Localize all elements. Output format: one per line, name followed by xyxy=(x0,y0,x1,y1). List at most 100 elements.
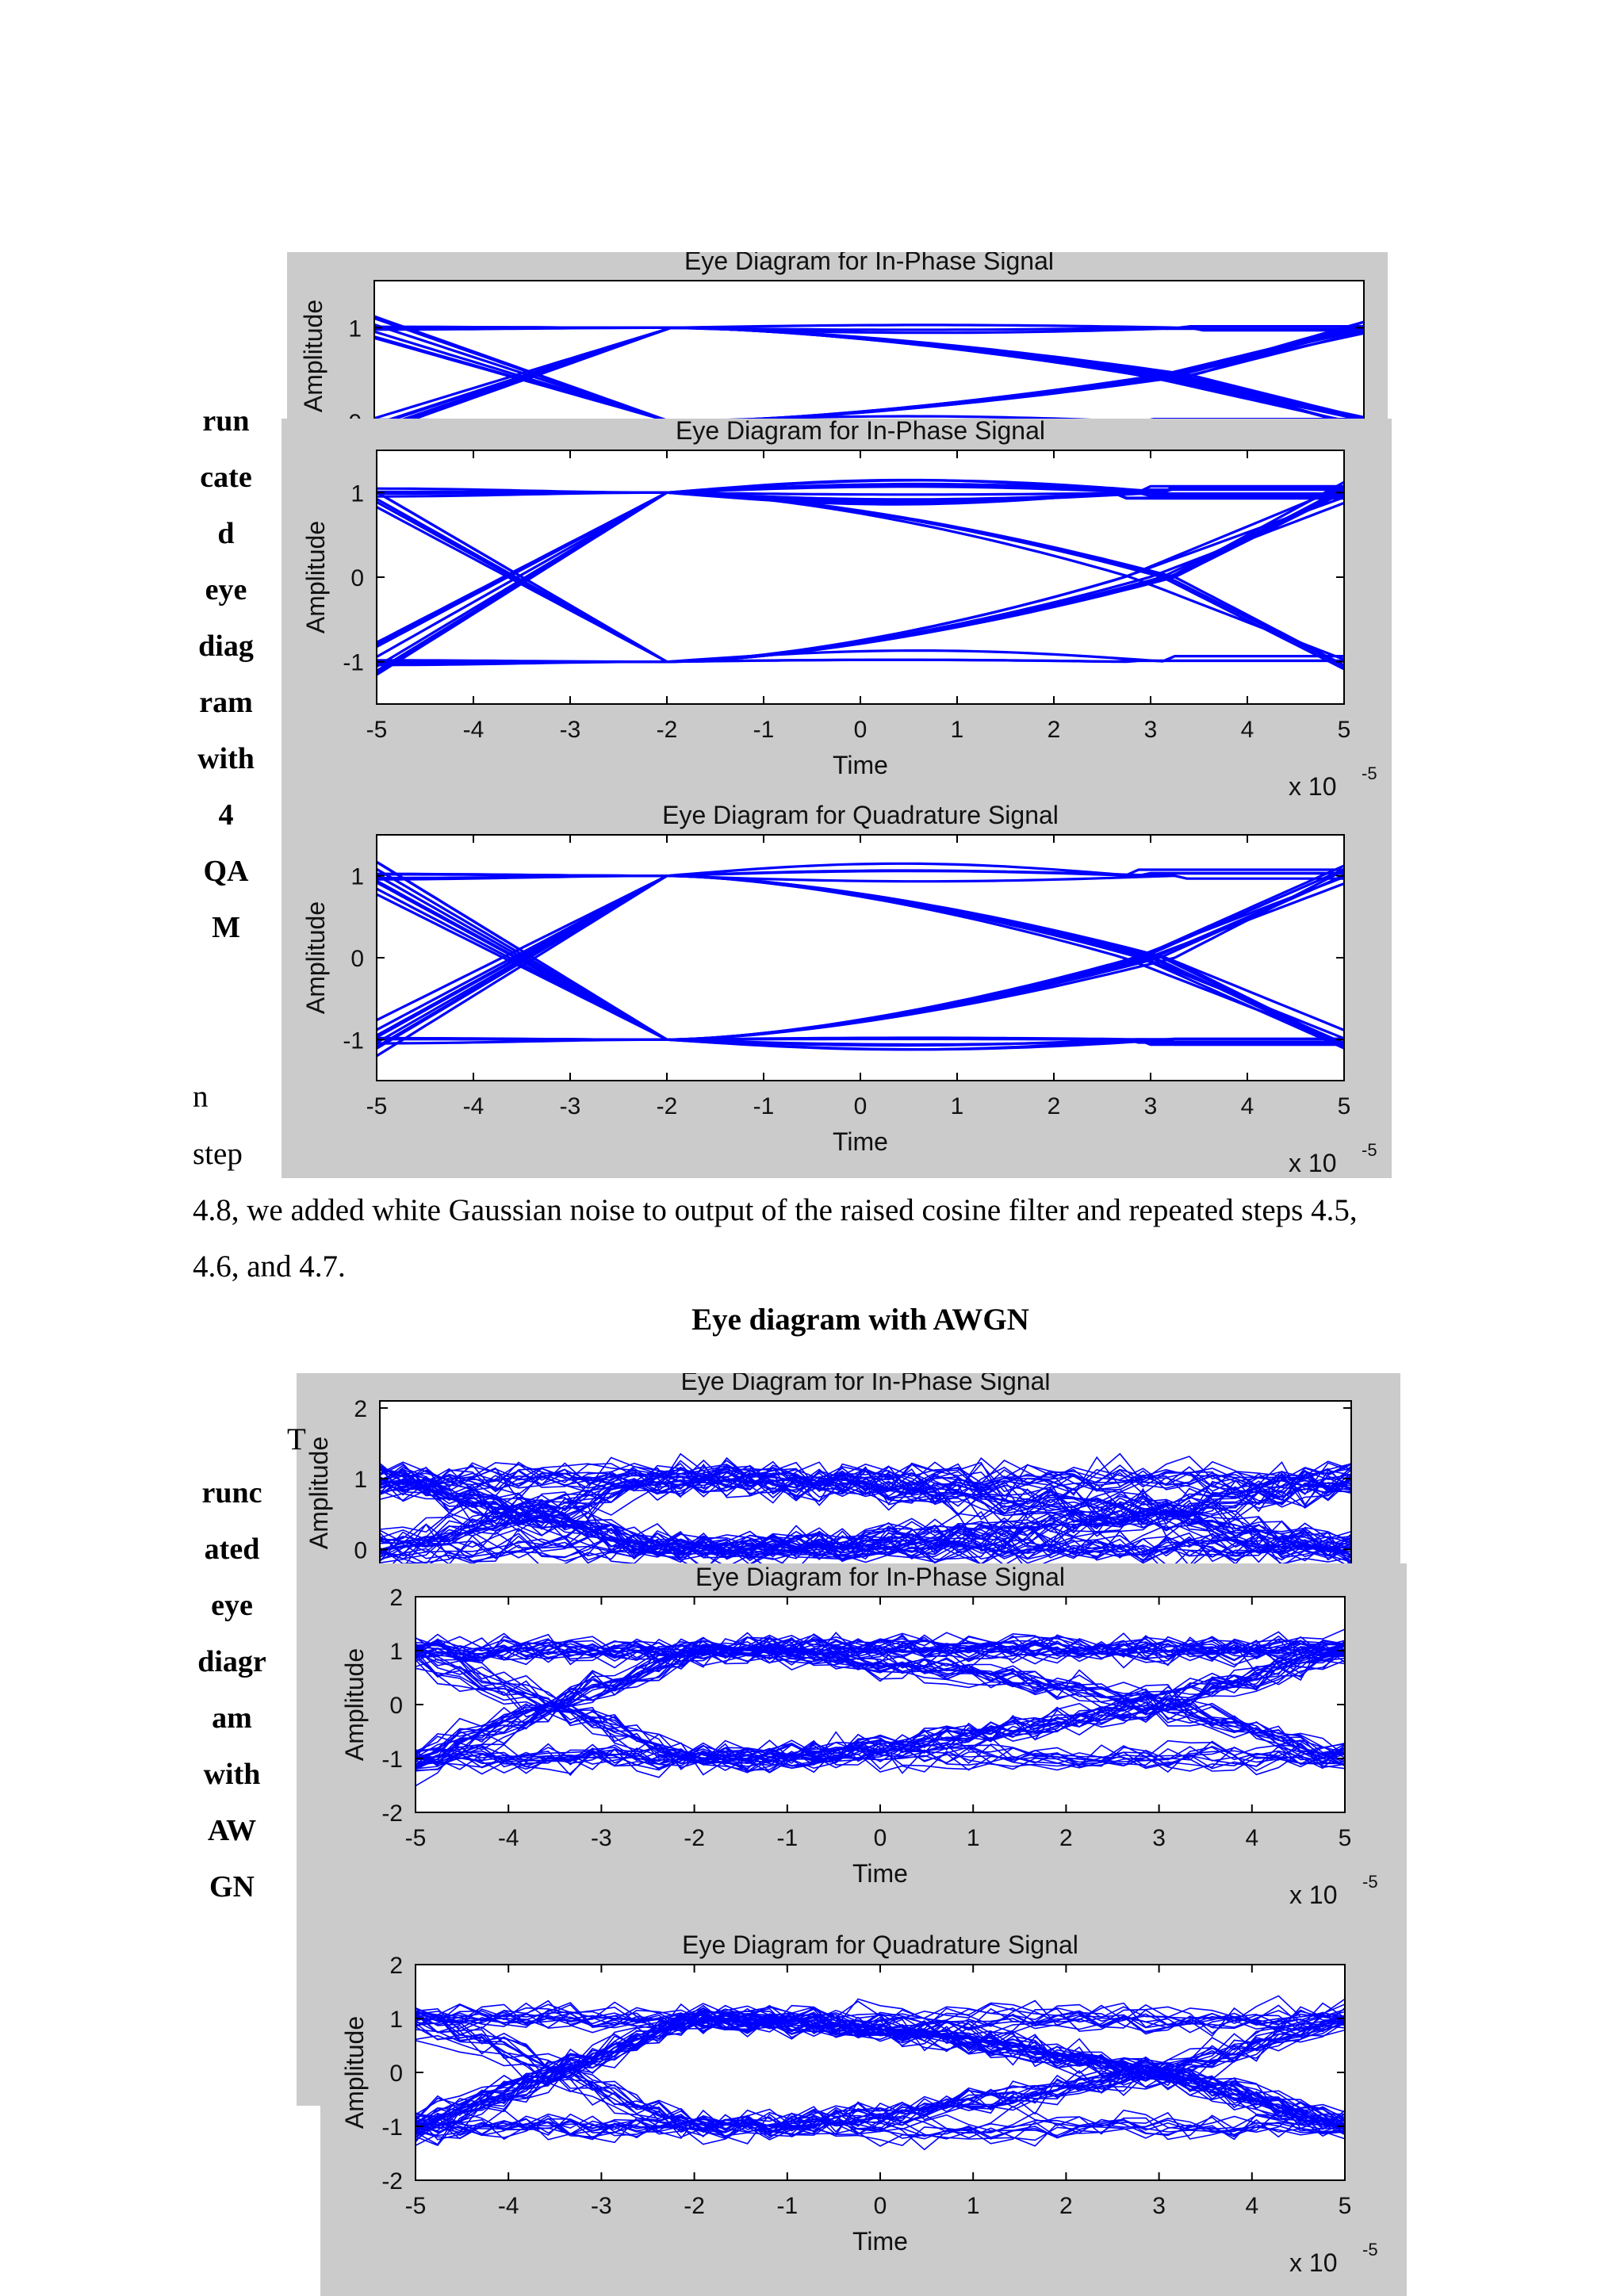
eye-chart-awgn-inphase-back: 0 1 2 Amplitude Eye Diagram for In-Phase Sig… xyxy=(304,1373,1352,1565)
y-tick-label: 1 xyxy=(354,1467,367,1493)
eye-trace xyxy=(416,1647,1345,1755)
eye-trace xyxy=(377,491,1344,649)
x-tick-label: -5 xyxy=(405,1825,427,1851)
y-tick-label: 0 xyxy=(348,410,362,420)
eye-trace xyxy=(377,861,1344,1041)
eye-traces xyxy=(416,1628,1345,1787)
x-tick-label: 1 xyxy=(951,1093,964,1119)
eye-trace xyxy=(377,491,1344,501)
y-tick-label: 1 xyxy=(350,864,364,890)
eye-trace xyxy=(416,1634,1345,1755)
eye-traces xyxy=(380,1452,1351,1565)
eye-trace xyxy=(416,1636,1345,1751)
eye-trace xyxy=(416,2015,1345,2133)
eye-trace xyxy=(416,1636,1345,1667)
x-tick-label: -3 xyxy=(560,1093,581,1119)
eye-trace xyxy=(416,1998,1345,2141)
x-tick-label: -2 xyxy=(684,1825,705,1851)
eye-trace xyxy=(416,2007,1345,2133)
y-axis-label: Amplitude xyxy=(340,1648,369,1761)
axes-frame xyxy=(373,280,1365,420)
x-scale-exponent: -5 xyxy=(1362,763,1377,783)
x-tick-label: -5 xyxy=(366,1093,388,1119)
eye-trace xyxy=(416,1658,1345,1771)
eye-trace xyxy=(416,1736,1345,1773)
eye-figure-clean-inphase-back: 0 1 Amplitude Eye Diagram for In-Phase Sign… xyxy=(287,252,1388,420)
eye-trace xyxy=(377,874,1344,1041)
side-caption-1: run cate d eye diag ram with 4 QA M xyxy=(182,393,270,956)
eye-traces xyxy=(374,315,1364,420)
eye-trace xyxy=(416,1628,1345,1761)
eye-trace xyxy=(416,1632,1345,1664)
side-caption-line: am xyxy=(212,1701,252,1735)
eye-trace xyxy=(416,1644,1345,1769)
eye-trace xyxy=(377,496,1344,664)
eye-trace xyxy=(416,1636,1345,1769)
x-axis-label: Time xyxy=(852,1859,908,1888)
eye-trace xyxy=(416,1995,1345,2031)
eye-trace xyxy=(416,1640,1345,1770)
x-tick-label: -4 xyxy=(463,1093,485,1119)
x-tick-label: 5 xyxy=(1339,1825,1352,1851)
eye-trace xyxy=(416,1647,1345,1766)
eye-trace xyxy=(377,872,1344,1049)
eye-trace xyxy=(377,1037,1344,1051)
eye-trace xyxy=(380,1478,1348,1565)
side-caption-line: QA xyxy=(203,855,249,888)
x-scale-exponent: -5 xyxy=(1362,2240,1378,2260)
eye-trace xyxy=(416,2003,1345,2040)
eye-trace xyxy=(416,2007,1345,2127)
y-tick-label: -2 xyxy=(381,2168,403,2195)
x-tick-label: 2 xyxy=(1048,717,1061,743)
eye-trace xyxy=(380,1461,1351,1498)
y-tick-label: -1 xyxy=(343,650,364,676)
y-tick-label: 2 xyxy=(389,1585,403,1611)
eye-trace xyxy=(416,1642,1345,1748)
x-tick-label: -5 xyxy=(405,2193,427,2219)
side-caption-line: diag xyxy=(198,629,254,663)
eye-trace xyxy=(416,1647,1345,1776)
y-tick-label: 2 xyxy=(354,1396,367,1422)
eye-chart-clean-inphase-back: 0 1 Amplitude Eye Diagram for In-Phase Sign… xyxy=(299,252,1365,420)
y-tick-label: -1 xyxy=(343,1027,364,1054)
y-tick-label: 1 xyxy=(389,1639,403,1665)
x-tick-label: 1 xyxy=(967,1825,980,1851)
x-tick-label: -3 xyxy=(591,1825,612,1851)
x-tick-label: 3 xyxy=(1152,1825,1166,1851)
side-caption-line: with xyxy=(197,742,255,775)
eye-traces xyxy=(377,478,1344,676)
chart-title: Eye Diagram for Quadrature Signal xyxy=(682,1931,1078,1959)
x-tick-label: 4 xyxy=(1241,717,1254,743)
eye-traces xyxy=(416,1995,1345,2151)
eye-trace xyxy=(380,1476,1351,1565)
eye-trace xyxy=(377,478,1344,668)
eye-figure-awgn-left-strip xyxy=(297,1563,320,2106)
x-tick-label: 0 xyxy=(874,2193,887,2219)
x-tick-label: -4 xyxy=(498,1825,519,1851)
x-tick-label: 1 xyxy=(951,717,964,743)
x-tick-label: -4 xyxy=(498,2193,519,2219)
eye-trace xyxy=(416,2012,1345,2133)
eye-figure-awgn-main: -5 -4 -3 -2 -1 0 1 2 3 4 5 Time x 10 -5 -2 -1 0 1 2 Amplitu… xyxy=(320,1563,1407,2296)
eye-trace xyxy=(380,1470,1351,1565)
side-caption-line: run xyxy=(202,404,250,438)
x-tick-label: -3 xyxy=(591,2193,612,2219)
chart-title: Eye Diagram for In-Phase Signal xyxy=(681,1373,1051,1395)
y-tick-label: 0 xyxy=(350,946,364,972)
x-tick-label: 2 xyxy=(1048,1093,1061,1119)
x-tick-label: -4 xyxy=(463,717,485,743)
x-tick-label: 5 xyxy=(1338,1093,1351,1119)
eye-trace xyxy=(416,1643,1345,1758)
eye-trace xyxy=(380,1468,1351,1549)
x-tick-label: -1 xyxy=(776,1825,798,1851)
x-tick-label: 3 xyxy=(1144,717,1158,743)
y-tick-label: 0 xyxy=(389,1693,403,1719)
plot-area xyxy=(374,281,1364,420)
eye-trace xyxy=(416,1653,1345,1774)
eye-trace xyxy=(380,1463,1351,1565)
eye-trace xyxy=(416,1744,1345,1772)
side-caption-line: M xyxy=(212,911,240,944)
